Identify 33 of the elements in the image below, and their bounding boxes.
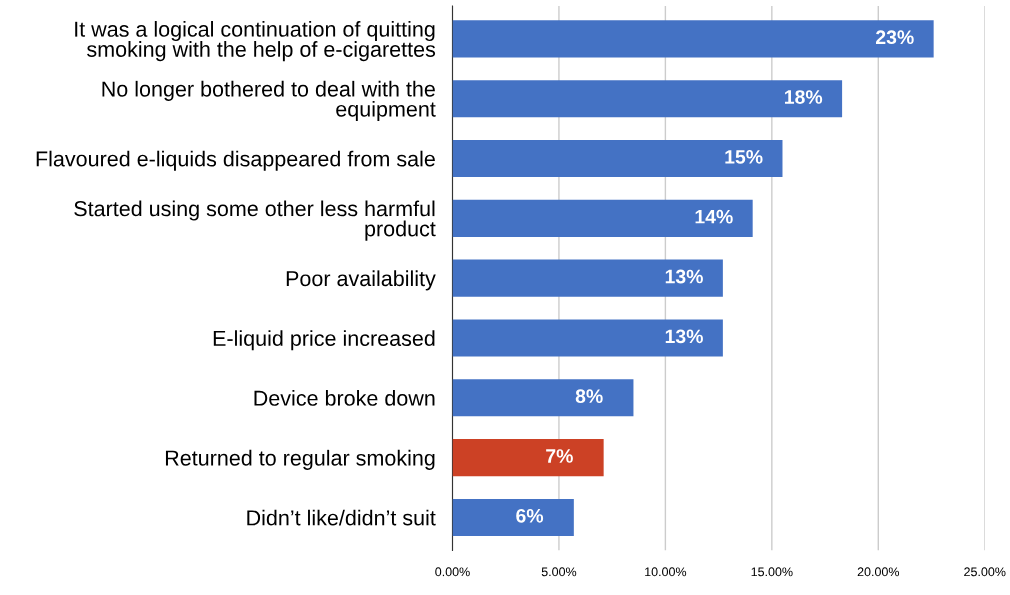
bar	[452, 379, 634, 417]
data-label: 18%	[784, 90, 823, 104]
data-label: 6%	[516, 508, 544, 523]
bar	[452, 439, 604, 477]
bar	[452, 139, 783, 178]
data-label: 23%	[875, 30, 914, 45]
x-tick-label: 5.00%	[541, 567, 577, 577]
bar	[452, 199, 753, 237]
bar	[452, 319, 723, 357]
bar	[452, 498, 574, 537]
x-tick-label: 15.00%	[751, 567, 793, 577]
y-tick-label: Poor availability	[286, 270, 436, 291]
y-tick-label: It was a logical continuation of quitting smoking with the help of e-cigarettes	[75, 21, 436, 62]
data-label: 13%	[665, 269, 703, 284]
y-tick-label: Started using some other less harmful product	[74, 200, 436, 241]
data-label: 14%	[695, 209, 733, 224]
bar	[452, 80, 843, 118]
bar	[452, 259, 723, 297]
y-tick-label: Returned to regular smoking	[165, 449, 435, 470]
data-label: 8%	[575, 389, 603, 404]
data-label: 13%	[665, 329, 703, 344]
x-tick-label: 25.00%	[964, 567, 1006, 577]
data-label: 7%	[546, 449, 573, 463]
y-tick-label: No longer bothered to deal with the equipment	[102, 80, 436, 121]
y-tick-label: Didn’t like/didn’t suit	[247, 509, 436, 526]
y-tick-label: Flavoured e-liquids disappeared from sale	[36, 150, 435, 171]
y-tick-label: E-liquid price increased	[213, 330, 435, 351]
x-tick-label: 10.00%	[645, 567, 687, 577]
x-tick-label: 0.00%	[435, 567, 470, 577]
x-tick-label: 20.00%	[857, 567, 900, 577]
y-tick-label: Device broke down	[254, 390, 435, 406]
bar	[452, 20, 934, 58]
data-label: 15%	[725, 150, 763, 164]
